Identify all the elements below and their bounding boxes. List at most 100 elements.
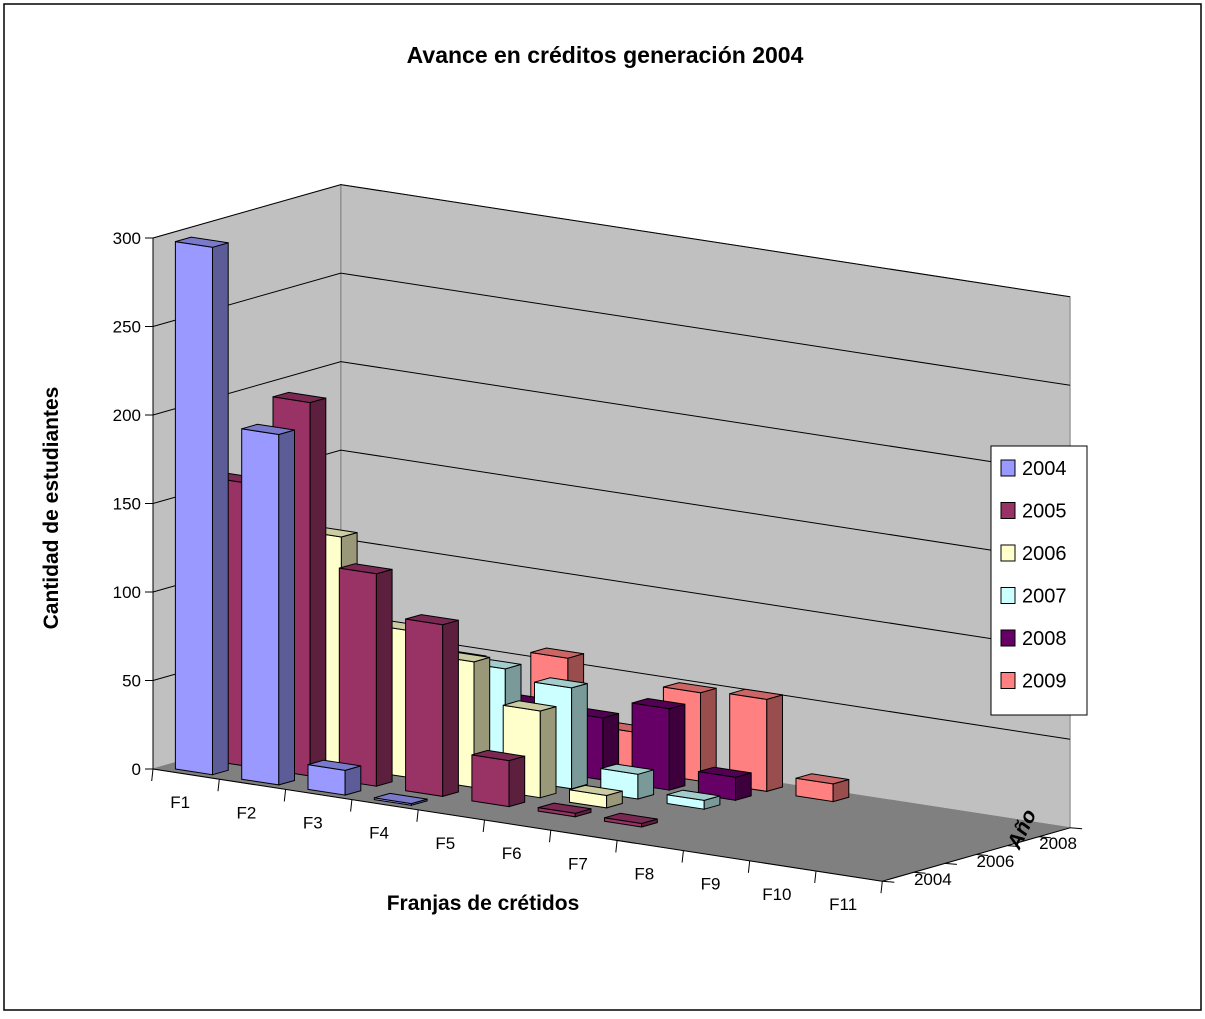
y-tick-label: 50 bbox=[122, 672, 141, 691]
bar-side bbox=[766, 694, 783, 793]
legend-item-2006: 2006 bbox=[1000, 543, 1067, 565]
depth-tick-label: 2004 bbox=[914, 870, 952, 889]
bar-top bbox=[530, 647, 584, 659]
depth-tick-label: 2006 bbox=[977, 852, 1015, 871]
depth-tick bbox=[913, 871, 926, 874]
bar-top bbox=[503, 700, 557, 712]
y-tick-label: 250 bbox=[113, 318, 141, 337]
bar-side bbox=[571, 682, 588, 790]
y-tick-label: 100 bbox=[113, 583, 141, 602]
bar-top bbox=[405, 614, 459, 626]
x-tick-label: F3 bbox=[303, 814, 323, 833]
bar-front bbox=[338, 567, 377, 787]
x-tick-label: F5 bbox=[435, 834, 455, 853]
bar-2005-F3 bbox=[338, 563, 393, 787]
bar-2004-F2 bbox=[241, 423, 295, 786]
bar-side bbox=[442, 619, 459, 798]
bar-2009-F7 bbox=[729, 688, 783, 793]
bar-top bbox=[307, 759, 361, 771]
bar-top bbox=[272, 391, 326, 404]
legend-swatch bbox=[1000, 502, 1016, 519]
bar-2004-F4 bbox=[373, 792, 428, 806]
depth-tick bbox=[1070, 827, 1083, 830]
bar-top bbox=[604, 812, 658, 825]
bar-side bbox=[375, 568, 393, 787]
x-tick bbox=[549, 830, 552, 843]
x-tick bbox=[416, 809, 419, 822]
bar-top bbox=[666, 789, 721, 801]
bar-2005-F4 bbox=[405, 614, 459, 798]
x-tick bbox=[814, 870, 817, 884]
bar-top bbox=[374, 792, 428, 805]
legend-label: 2004 bbox=[1022, 458, 1067, 480]
bar-2004-F1 bbox=[174, 236, 229, 776]
bar-2005-F5 bbox=[471, 749, 526, 808]
bar-top bbox=[631, 697, 686, 710]
bar-top bbox=[534, 677, 588, 689]
bar-top bbox=[795, 773, 849, 785]
x-tick-label: F4 bbox=[369, 824, 389, 843]
legend-label: 2007 bbox=[1022, 586, 1067, 608]
legend-label: 2006 bbox=[1022, 543, 1067, 565]
depth-tick bbox=[976, 854, 989, 856]
bar-side bbox=[278, 429, 295, 786]
bar-top bbox=[471, 749, 525, 762]
legend-label: 2005 bbox=[1022, 501, 1067, 523]
bar-side bbox=[212, 242, 229, 776]
bar-2006-F6 bbox=[569, 784, 623, 809]
bar-2008-F7 bbox=[697, 766, 752, 801]
legend: 2004 2005 2006 2007 2008 2009 bbox=[990, 445, 1088, 716]
x-tick bbox=[747, 860, 751, 873]
legend-label: 2009 bbox=[1022, 671, 1067, 693]
bar-side bbox=[668, 703, 686, 791]
legend-box bbox=[990, 445, 1088, 716]
legend-item-2008: 2008 bbox=[1000, 628, 1067, 650]
x-tick bbox=[151, 768, 154, 782]
y-tick-label: 200 bbox=[113, 406, 141, 425]
y-tick-label: 0 bbox=[132, 760, 141, 779]
chart-axes: 0 50 100 150 200 250 300 F1 F2 F3 F4 F5 F6 F7 F8 F9 F10 F… bbox=[113, 229, 1083, 914]
x-tick bbox=[615, 840, 618, 853]
legend-item-2007: 2007 bbox=[1000, 586, 1067, 608]
x-axis-line bbox=[152, 768, 883, 882]
bar-side bbox=[309, 397, 327, 777]
bar-front bbox=[241, 428, 280, 786]
x-tick-label: F6 bbox=[502, 844, 522, 863]
bar-front bbox=[405, 618, 444, 797]
bar-front bbox=[471, 754, 510, 808]
x-tick-label: F10 bbox=[762, 885, 791, 904]
bar-top bbox=[175, 236, 229, 248]
bar-top bbox=[569, 784, 623, 797]
bar-2005-F6 bbox=[537, 802, 592, 818]
depth-tick bbox=[882, 880, 895, 883]
x-tick-label: F1 bbox=[170, 793, 190, 812]
bar-2004-F3 bbox=[307, 759, 362, 796]
x-tick-label: F7 bbox=[568, 854, 588, 873]
legend-item-2009: 2009 bbox=[1000, 671, 1067, 693]
x-tick-label: F8 bbox=[634, 865, 654, 884]
x-tick bbox=[217, 779, 220, 792]
x-tick-label: F2 bbox=[237, 803, 257, 822]
bar-top bbox=[538, 802, 592, 814]
legend-swatch bbox=[1000, 629, 1016, 647]
bar-side bbox=[344, 765, 362, 796]
chart-bars bbox=[174, 236, 850, 828]
chart-title: Avance en créditos generación 2004 bbox=[407, 42, 804, 68]
legend-item-2004: 2004 bbox=[1000, 458, 1067, 480]
y-tick-label: 300 bbox=[113, 229, 141, 248]
y-tick-label: 150 bbox=[113, 495, 141, 514]
legend-item-2005: 2005 bbox=[1000, 501, 1067, 523]
x-tick bbox=[482, 819, 485, 833]
depth-tick bbox=[944, 862, 957, 865]
bar-top bbox=[663, 682, 717, 694]
legend-swatch bbox=[1000, 459, 1016, 477]
bar-top bbox=[339, 563, 393, 575]
x-tick bbox=[283, 789, 287, 802]
bar-side bbox=[637, 769, 655, 800]
depth-tick-label: 2008 bbox=[1039, 834, 1077, 853]
bar-2007-F7 bbox=[666, 789, 721, 810]
bar-2005-F7 bbox=[604, 812, 658, 828]
bar-side bbox=[539, 705, 557, 799]
